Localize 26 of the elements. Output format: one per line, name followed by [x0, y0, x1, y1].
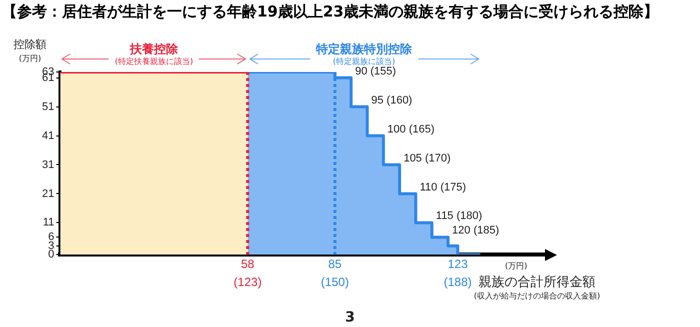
x-axis-title: (万円) 親族の合計所得金額 (収入が給与だけの場合の収入金額) — [474, 262, 600, 301]
y-axis-title: 控除額 (万円) — [14, 38, 46, 64]
annotation: 90 (155) — [355, 65, 396, 78]
text: (188) — [444, 274, 472, 289]
series-label: 特定親族特別控除 (特定親族に該当) — [315, 42, 414, 66]
y-tick-label: 51 — [42, 100, 54, 113]
y-tick-label: 61 — [42, 72, 54, 84]
y-tick-label: 21 — [42, 188, 54, 200]
annotation: 100 (165) — [387, 123, 435, 136]
text: 3 — [345, 310, 355, 326]
annotation: 120 (185) — [452, 224, 500, 237]
annotation: 105 (170) — [404, 152, 451, 164]
x-tick-label: 58 — [241, 257, 255, 272]
legend-label: 扶養控除 (特定扶養親族に該当) — [114, 42, 194, 66]
text: (123) — [234, 274, 262, 289]
text: (150) — [320, 274, 349, 289]
annotation: 110 (175) — [420, 181, 466, 194]
annotation: 95 (160) — [371, 94, 412, 106]
x-tick-label: 123 — [448, 257, 468, 272]
y-tick-label: 31 — [42, 158, 54, 171]
y-tick-label: 41 — [42, 130, 54, 142]
y-tick-label: 0 — [48, 248, 54, 261]
x-tick-label: 85 — [328, 257, 342, 272]
annotation: 115 (180) — [436, 210, 482, 222]
y-tick-label: 11 — [42, 216, 54, 229]
chart-title: 【参考：居住者が生計を一にする年齢19歳以上23歳未満の親族を有する場合に受けられる控除】 — [2, 2, 659, 20]
